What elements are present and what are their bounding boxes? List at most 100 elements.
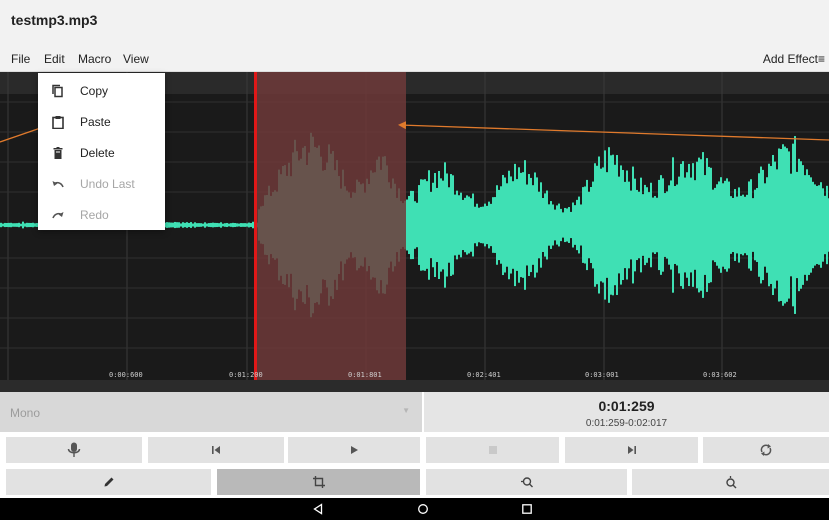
waveform-sample [428,170,430,280]
waveform-sample [542,198,544,252]
waveform-sample [696,161,698,289]
waveform-sample [166,222,168,228]
waveform-sample [738,187,740,263]
waveform-sample [794,136,796,314]
waveform-sample [682,161,684,289]
draw-tool-button[interactable] [6,469,211,495]
waveform-sample [406,199,408,251]
channel-select[interactable]: Mono ▼ [0,392,422,432]
waveform-sample [598,156,600,294]
waveform-sample [164,222,166,228]
waveform-sample [712,189,714,261]
waveform-sample [752,198,754,252]
waveform-sample [18,222,20,228]
waveform-sample [512,181,514,269]
menu-view[interactable]: View [123,52,149,66]
waveform-sample [230,223,232,227]
waveform-sample [666,191,668,259]
waveform-sample [172,222,174,228]
waveform-sample [588,191,590,259]
waveform-sample [698,157,700,293]
waveform-sample [538,191,540,259]
waveform-sample [236,223,238,227]
crop-tool-button[interactable] [217,469,420,495]
waveform-sample [228,223,230,227]
play-button[interactable] [288,437,420,463]
waveform-sample [710,167,712,283]
menu-item-label: Undo Last [80,177,135,191]
waveform-sample [684,177,686,273]
menu-item-undo-last[interactable]: Undo Last [38,168,165,199]
waveform-sample [180,223,182,227]
waveform-sample [566,208,568,242]
waveform-sample [500,186,502,264]
waveform-sample [8,222,10,228]
waveform-sample [434,173,436,277]
menu-item-paste[interactable]: Paste [38,106,165,137]
waveform-sample [224,223,226,227]
waveform-sample [732,197,734,253]
stop-button[interactable] [426,437,559,463]
waveform-sample [534,172,536,278]
waveform-sample [778,148,780,302]
waveform-sample [174,221,176,229]
waveform-canvas[interactable] [0,72,829,392]
waveform-sample [746,194,748,256]
waveform-sample [528,174,530,276]
back-icon[interactable] [312,503,324,515]
waveform-sample [680,163,682,287]
waveform-sample [188,222,190,228]
zoom-vertical-button[interactable] [632,469,829,495]
home-icon[interactable] [417,503,429,515]
waveform-sample [208,223,210,227]
waveform-sample [4,222,6,228]
waveform-sample [624,181,626,269]
waveform-sample [524,160,526,290]
waveform-sample [552,204,554,246]
waveform-sample [742,194,744,256]
waveform-sample [772,154,774,296]
loop-button[interactable] [703,437,829,463]
waveform-sample [646,187,648,263]
menu-item-redo[interactable]: Redo [38,199,165,230]
waveform-sample [414,201,416,249]
waveform-sample [638,191,640,259]
waveform-sample [22,221,24,229]
menu-edit[interactable]: Edit [44,52,65,66]
menu-file[interactable]: File [11,52,31,66]
time-tick-label: 0:01:200 [229,371,263,379]
waveform-sample [600,168,602,282]
menu-item-delete[interactable]: Delete [38,137,165,168]
waveform-sample [674,186,676,264]
waveform-sample [810,177,812,273]
waveform-sample [480,206,482,244]
waveform-sample [210,222,212,228]
pencil-icon [104,477,113,487]
waveform-sample [492,197,494,253]
recents-icon[interactable] [521,503,533,515]
waveform-sample [602,167,604,283]
waveform-sample [808,175,810,275]
record-button[interactable] [6,437,142,463]
waveform-sample [606,172,608,278]
add-effect-button[interactable]: Add Effect≡ [762,52,825,66]
menu-macro[interactable]: Macro [78,52,112,66]
time-tick-label: 0:03:602 [703,371,737,379]
menu-item-copy[interactable]: Copy [38,75,165,106]
waveform-sample [438,170,440,280]
waveform-sample [186,222,188,228]
waveform-sample [632,166,634,284]
waveform-sample [196,223,198,227]
zoom-horizontal-button[interactable] [426,469,627,495]
skip-to-start-button[interactable] [148,437,284,463]
skip-to-end-button[interactable] [565,437,698,463]
waveform-sample [720,177,722,273]
zoom-icon [520,477,533,488]
waveform-sample [0,222,2,228]
waveform-sample [764,183,766,267]
waveform-sample [792,143,794,307]
waveform-sample [20,223,22,227]
timeline-ruler [0,72,829,94]
waveform-sample [780,149,782,301]
waveform-sample [24,223,26,227]
